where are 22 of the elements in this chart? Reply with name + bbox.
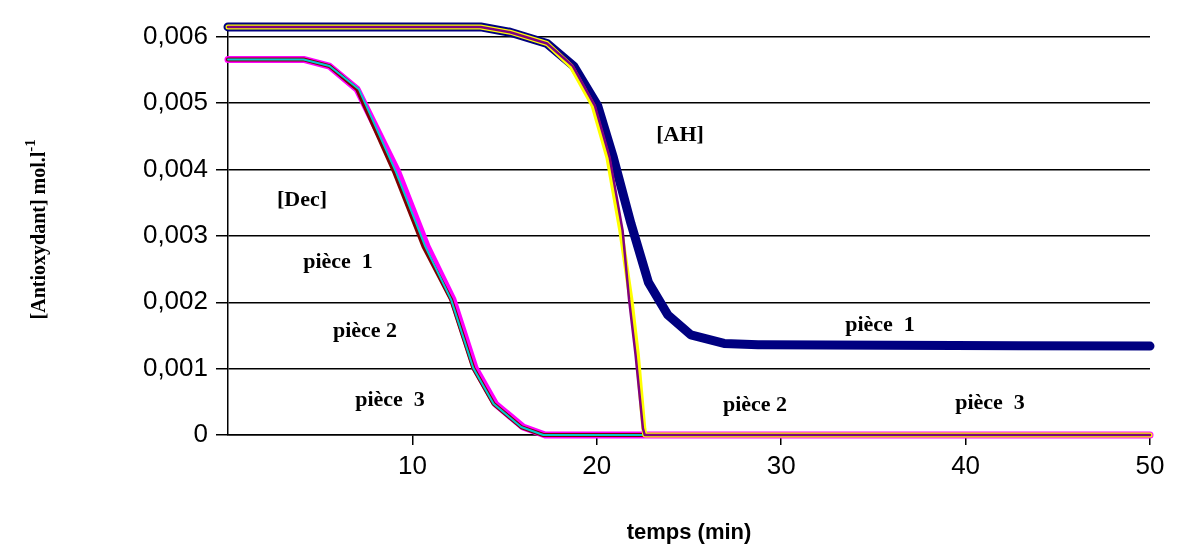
y-tick-label: 0,002 (142, 285, 208, 316)
y-tick-label: 0,003 (142, 219, 208, 250)
y-tick-label: 0,004 (142, 152, 208, 183)
x-tick-label: 10 (397, 449, 427, 480)
annotation: pièce 2 (722, 390, 788, 416)
y-axis-title: [Antioxydant] mol.l-1 (22, 139, 50, 320)
y-tick-label: 0 (193, 418, 208, 449)
x-tick-label: 50 (1135, 449, 1165, 480)
x-tick-label: 40 (951, 449, 981, 480)
annotation: pièce 1 (303, 247, 373, 273)
x-axis-title: temps (min) (626, 518, 752, 544)
y-tick-label: 0,001 (142, 351, 208, 382)
annotation: pièce 3 (355, 385, 425, 411)
annotation: pièce 1 (845, 310, 915, 336)
x-tick-label: 30 (766, 449, 796, 480)
annotation: [Dec] (276, 185, 328, 211)
y-tick-label: 0,006 (142, 20, 208, 51)
y-tick-label: 0,005 (142, 86, 208, 117)
annotation: pièce 2 (332, 316, 398, 342)
annotation: [AH] (656, 120, 704, 146)
x-tick-label: 20 (582, 449, 612, 480)
annotation: pièce 3 (955, 388, 1025, 414)
